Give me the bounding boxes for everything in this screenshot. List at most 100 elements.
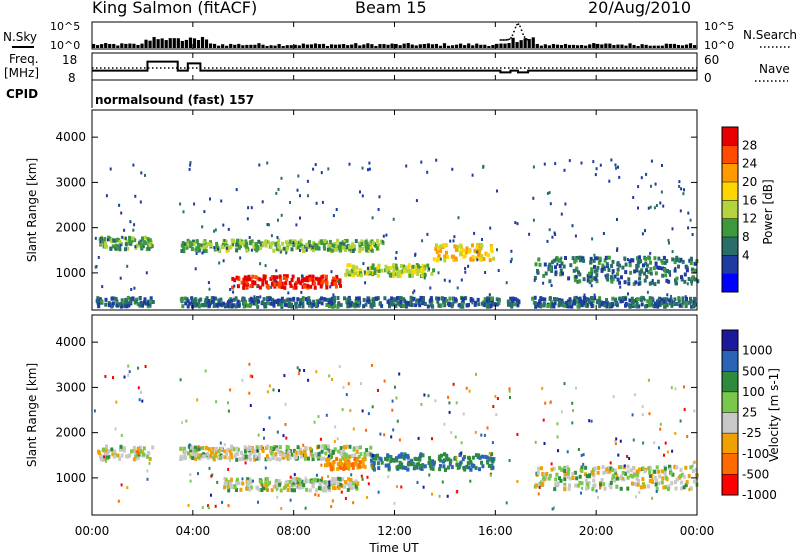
heatmap-cell [366,452,370,457]
heatmap-cell [687,277,691,281]
heatmap-cell [584,478,588,483]
heatmap-cell [443,297,447,301]
heatmap-cell [242,282,246,287]
heatmap-sparse-cell [294,480,297,484]
heatmap-cell [273,281,277,286]
heatmap-sparse-cell [104,375,107,378]
heatmap-cell [552,258,556,263]
heatmap-cell [678,303,682,308]
heatmap-sparse-cell [215,400,218,404]
heatmap-cell [648,256,652,261]
heatmap-sparse-cell [538,485,541,489]
heatmap-cell [443,458,446,463]
nsky-bar [483,44,487,48]
heatmap-sparse-cell [201,225,204,229]
heatmap-cell [576,483,580,488]
heatmap-cell [640,298,644,302]
heatmap-cell [589,274,593,279]
heatmap-sparse-cell [217,247,219,251]
heatmap-cell [460,247,464,252]
heatmap-cell [660,301,663,306]
heatmap-cell [136,447,140,452]
xtick-label: 04:00 [176,524,211,538]
heatmap-cell [299,301,303,306]
heatmap-cell [384,456,387,461]
nsky-bar [281,45,285,48]
heatmap-cell [231,285,235,290]
heatmap-cell [366,248,370,253]
heatmap-cell [644,261,648,266]
heatmap-cell [241,453,245,458]
heatmap-cell [388,304,391,309]
heatmap-sparse-cell [616,473,619,477]
heatmap-cell [558,465,562,470]
heatmap-sparse-cell [208,466,211,470]
heatmap-cell [371,241,375,246]
heatmap-cell [680,304,684,308]
colorbar-segment [722,474,738,496]
heatmap-cell [404,300,408,305]
heatmap-cell [235,457,239,462]
heatmap-sparse-cell [392,217,395,221]
heatmap-cell [694,302,698,307]
nsky-bar [148,40,152,48]
heatmap-cell [379,239,383,244]
heatmap-cell [134,454,138,459]
heatmap-cell [469,257,473,262]
heatmap-cell [329,482,333,487]
heatmap-sparse-cell [426,232,429,236]
nsky-bar [317,44,322,48]
nsky-bar [628,43,632,48]
nsky-bar [576,45,580,48]
heatmap-cell [353,453,357,458]
heatmap-cell [422,266,426,271]
heatmap-sparse-cell [279,250,282,254]
heatmap-cell [327,444,331,449]
heatmap-sparse-cell [350,473,353,477]
heatmap-sparse-cell [336,437,339,441]
nsky-bar [200,36,205,48]
heatmap-cell [261,300,265,305]
heatmap-cell [597,260,601,265]
heatmap-cell [591,487,595,492]
heatmap-cell [681,296,685,301]
heatmap-cell [681,259,685,264]
heatmap-cell [619,465,623,470]
heatmap-cell [206,455,210,460]
heatmap-cell [684,483,688,488]
heatmap-sparse-cell [674,282,677,286]
heatmap-cell [248,452,252,457]
heatmap-cell [367,269,371,274]
heatmap-cell [632,282,636,287]
heatmap-cell [388,301,392,306]
heatmap-cell [248,487,252,492]
heatmap-sparse-cell [679,419,682,423]
heatmap-cell [359,273,363,278]
heatmap-cell [482,256,486,261]
heatmap-sparse-cell [542,418,545,422]
heatmap-cell [114,297,118,301]
heatmap-cell [354,299,358,303]
heatmap-cell [194,456,198,461]
heatmap-sparse-cell [377,389,379,392]
heatmap-sparse-cell [333,440,336,443]
nsky-bar [144,39,148,48]
heatmap-cell [621,265,625,270]
heatmap-cell [450,302,454,307]
heatmap-sparse-cell [554,162,557,166]
heatmap-sparse-cell [127,364,130,368]
heatmap-sparse-cell [298,368,301,372]
heatmap-cell [275,447,279,452]
heatmap-sparse-cell [443,422,446,426]
heatmap-sparse-cell [617,453,620,457]
heatmap-cell [292,480,296,485]
heatmap-cell [579,258,583,263]
heatmap-cell [102,447,106,452]
heatmap-sparse-cell [563,382,566,386]
heatmap-cell [119,444,123,449]
heatmap-cell [123,300,127,305]
heatmap-sparse-cell [390,435,393,439]
nsky-bar [188,37,192,48]
heatmap-sparse-cell [314,493,317,497]
heatmap-cell [593,483,597,488]
